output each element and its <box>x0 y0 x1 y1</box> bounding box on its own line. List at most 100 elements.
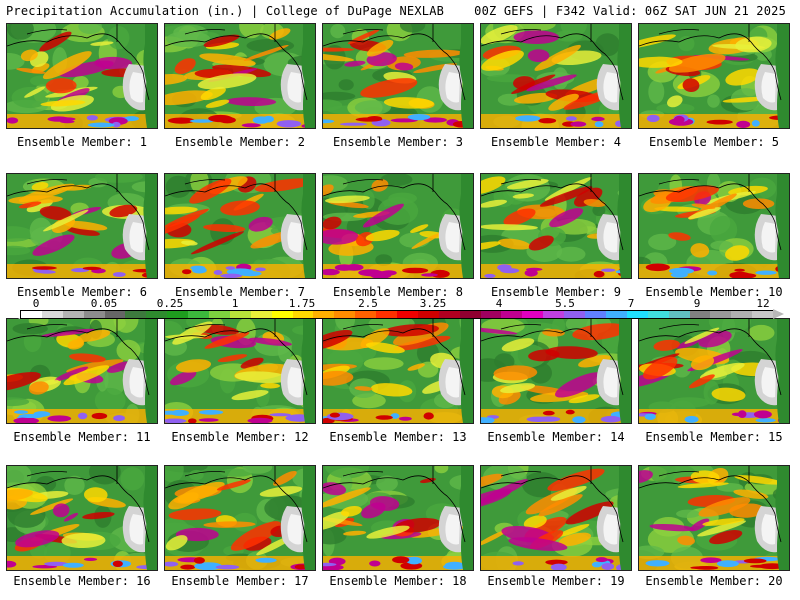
ensemble-member-label: Ensemble Member: 4 <box>490 135 622 149</box>
scale-swatch <box>605 311 627 318</box>
ensemble-member-panel[interactable]: Ensemble Member: 5 <box>638 23 790 149</box>
ensemble-member-label: Ensemble Member: 7 <box>174 285 306 299</box>
ensemble-member-panel[interactable]: Ensemble Member: 13 <box>322 318 474 444</box>
page-title: Precipitation Accumulation (in.) | Colle… <box>6 4 445 18</box>
ensemble-member-label: Ensemble Member: 17 <box>171 574 309 588</box>
scale-swatch <box>752 311 774 318</box>
precip-map <box>6 465 158 571</box>
precip-map <box>480 173 632 279</box>
scale-left-arrow <box>9 309 20 319</box>
scale-swatch <box>146 311 168 318</box>
precip-map <box>164 173 316 279</box>
precip-map <box>638 465 790 571</box>
ensemble-member-panel[interactable]: Ensemble Member: 16 <box>6 465 158 588</box>
scale-swatch <box>188 311 210 318</box>
scale-swatch <box>62 311 84 318</box>
ensemble-member-label: Ensemble Member: 14 <box>487 430 625 444</box>
scale-swatch <box>229 311 251 318</box>
ensemble-member-label: Ensemble Member: 6 <box>16 285 148 299</box>
ensemble-member-panel[interactable]: Ensemble Member: 20 <box>638 465 790 588</box>
ensemble-member-panel[interactable]: Ensemble Member: 4 <box>480 23 632 149</box>
scale-tick-label: 0.05 <box>90 297 118 310</box>
precip-map <box>638 173 790 279</box>
ensemble-member-panel[interactable]: Ensemble Member: 1 <box>6 23 158 149</box>
scale-swatch <box>355 311 377 318</box>
scale-tick-label: 1.75 <box>288 297 316 310</box>
precip-map <box>322 173 474 279</box>
ensemble-member-label: Ensemble Member: 12 <box>171 430 309 444</box>
scale-tick-label: 9 <box>693 297 701 310</box>
ensemble-member-panel[interactable]: Ensemble Member: 10 <box>638 173 790 299</box>
scale-swatch <box>417 311 439 318</box>
ensemble-member-panel[interactable]: Ensemble Member: 18 <box>322 465 474 588</box>
precip-map <box>480 318 632 424</box>
ensemble-member-label: Ensemble Member: 1 <box>16 135 148 149</box>
color-scale: 0 0.05 0.25 1 1.75 2.5 3.25 4 5.5 7 9 12 <box>0 297 800 323</box>
scale-swatch <box>585 311 606 318</box>
scale-swatch <box>292 311 314 318</box>
ensemble-member-panel[interactable]: Ensemble Member: 6 <box>6 173 158 299</box>
scale-swatch <box>459 311 481 318</box>
precip-map <box>164 318 316 424</box>
precip-map <box>6 318 158 424</box>
ensemble-member-label: Ensemble Member: 19 <box>487 574 625 588</box>
scale-tick-label: 4 <box>495 297 503 310</box>
precip-map <box>480 23 632 129</box>
scale-tick-label: 1 <box>231 297 239 310</box>
scale-tick-label: 5.5 <box>555 297 575 310</box>
ensemble-member-label: Ensemble Member: 10 <box>645 285 783 299</box>
scale-tick-label: 2.5 <box>358 297 378 310</box>
scale-swatch <box>313 311 335 318</box>
ensemble-member-label: Ensemble Member: 13 <box>329 430 467 444</box>
precip-map <box>638 23 790 129</box>
scale-tick-label: 12 <box>756 297 770 310</box>
ensemble-member-panel[interactable]: Ensemble Member: 11 <box>6 318 158 444</box>
scale-swatch <box>647 311 669 318</box>
ensemble-member-label: Ensemble Member: 15 <box>645 430 783 444</box>
ensemble-grid: Ensemble Member: 1 Ensemble Member: 2 Ense… <box>6 23 796 600</box>
scale-swatch <box>668 311 690 318</box>
scale-tick-label: 7 <box>627 297 635 310</box>
scale-swatch <box>564 311 586 318</box>
ensemble-member-panel[interactable]: Ensemble Member: 17 <box>164 465 316 588</box>
ensemble-member-panel[interactable]: Ensemble Member: 2 <box>164 23 316 149</box>
scale-swatch <box>480 311 502 318</box>
ensemble-member-panel[interactable]: Ensemble Member: 15 <box>638 318 790 444</box>
scale-swatch <box>41 311 63 318</box>
scale-swatch <box>522 311 544 318</box>
ensemble-member-panel[interactable]: Ensemble Member: 3 <box>322 23 474 149</box>
scale-swatch <box>397 311 418 318</box>
ensemble-member-label: Ensemble Member: 3 <box>332 135 464 149</box>
scale-swatch <box>689 311 711 318</box>
scale-swatch <box>501 311 523 318</box>
scale-swatch <box>376 311 398 318</box>
scale-swatch <box>21 311 42 318</box>
ensemble-member-panel[interactable]: Ensemble Member: 12 <box>164 318 316 444</box>
ensemble-member-label: Ensemble Member: 18 <box>329 574 467 588</box>
precip-map <box>164 465 316 571</box>
scale-right-arrow <box>773 309 784 319</box>
scale-swatch <box>543 311 565 318</box>
precip-map <box>322 23 474 129</box>
precip-map <box>6 23 158 129</box>
scale-tick-label: 0 <box>32 297 40 310</box>
ensemble-member-label: Ensemble Member: 2 <box>174 135 306 149</box>
color-scale-bar <box>20 310 774 319</box>
precip-map <box>322 465 474 571</box>
scale-tick-label: 3.25 <box>419 297 447 310</box>
precip-map <box>164 23 316 129</box>
ensemble-member-panel[interactable]: Ensemble Member: 14 <box>480 318 632 444</box>
scale-swatch <box>125 311 147 318</box>
model-run-info: 00Z GEFS | F342 Valid: 06Z SAT JUN 21 20… <box>474 4 786 18</box>
precip-map <box>6 173 158 279</box>
ensemble-member-label: Ensemble Member: 11 <box>13 430 151 444</box>
precip-map <box>480 465 632 571</box>
scale-swatch <box>271 311 293 318</box>
ensemble-member-label: Ensemble Member: 20 <box>645 574 783 588</box>
ensemble-member-panel[interactable]: Ensemble Member: 19 <box>480 465 632 588</box>
ensemble-member-panel[interactable]: Ensemble Member: 8 <box>322 173 474 299</box>
ensemble-member-panel[interactable]: Ensemble Member: 9 <box>480 173 632 299</box>
ensemble-member-panel[interactable]: Ensemble Member: 7 <box>164 173 316 299</box>
scale-swatch <box>731 311 753 318</box>
scale-swatch <box>334 311 356 318</box>
